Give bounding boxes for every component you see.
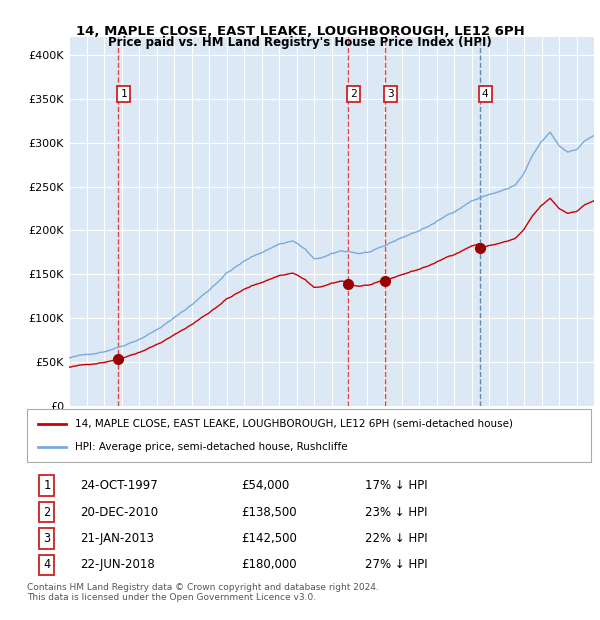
Text: Price paid vs. HM Land Registry's House Price Index (HPI): Price paid vs. HM Land Registry's House …: [108, 36, 492, 49]
Text: 1: 1: [120, 89, 127, 99]
Text: 4: 4: [482, 89, 488, 99]
Text: £54,000: £54,000: [241, 479, 290, 492]
Text: Contains HM Land Registry data © Crown copyright and database right 2024.
This d: Contains HM Land Registry data © Crown c…: [27, 583, 379, 602]
Text: 27% ↓ HPI: 27% ↓ HPI: [365, 558, 428, 571]
Text: 20-DEC-2010: 20-DEC-2010: [80, 505, 159, 518]
Text: £142,500: £142,500: [241, 532, 297, 545]
Text: 23% ↓ HPI: 23% ↓ HPI: [365, 505, 428, 518]
Text: 1: 1: [43, 479, 50, 492]
Text: 14, MAPLE CLOSE, EAST LEAKE, LOUGHBOROUGH, LE12 6PH: 14, MAPLE CLOSE, EAST LEAKE, LOUGHBOROUG…: [76, 25, 524, 38]
Text: 24-OCT-1997: 24-OCT-1997: [80, 479, 158, 492]
Text: 14, MAPLE CLOSE, EAST LEAKE, LOUGHBOROUGH, LE12 6PH (semi-detached house): 14, MAPLE CLOSE, EAST LEAKE, LOUGHBOROUG…: [75, 419, 513, 429]
Text: 21-JAN-2013: 21-JAN-2013: [80, 532, 155, 545]
Text: 2: 2: [43, 505, 50, 518]
Text: 3: 3: [387, 89, 394, 99]
FancyBboxPatch shape: [27, 409, 591, 462]
Text: 22-JUN-2018: 22-JUN-2018: [80, 558, 155, 571]
Text: 22% ↓ HPI: 22% ↓ HPI: [365, 532, 428, 545]
Text: 17% ↓ HPI: 17% ↓ HPI: [365, 479, 428, 492]
Text: 3: 3: [43, 532, 50, 545]
Text: HPI: Average price, semi-detached house, Rushcliffe: HPI: Average price, semi-detached house,…: [75, 442, 347, 452]
Text: £180,000: £180,000: [241, 558, 297, 571]
Text: 4: 4: [43, 558, 50, 571]
Text: 2: 2: [350, 89, 358, 99]
Text: £138,500: £138,500: [241, 505, 297, 518]
